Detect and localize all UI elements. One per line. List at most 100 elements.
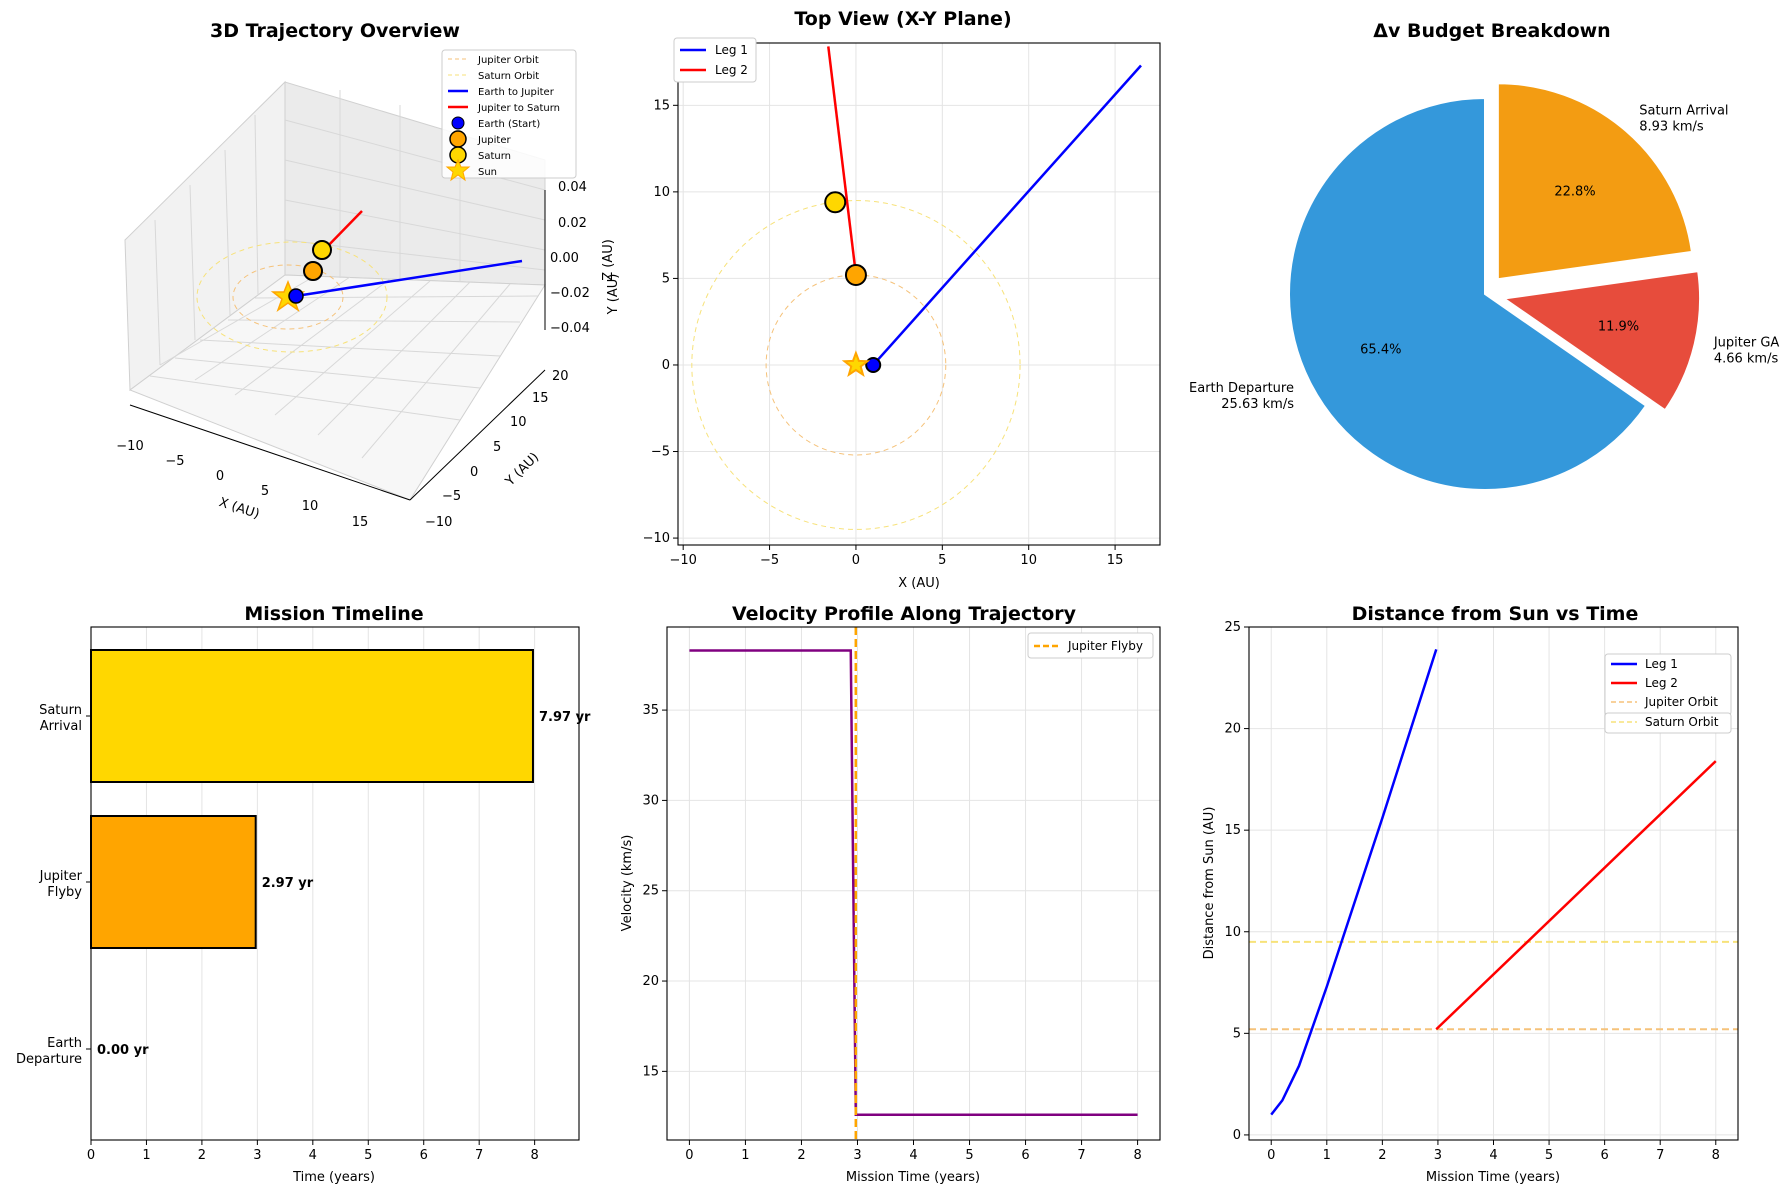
z-ticks-3d: 0.04 0.02 0.00 −0.02 −0.04: [550, 180, 590, 336]
pie-slice-jupiter-ga: [1501, 270, 1702, 412]
top-view-frame: [677, 42, 1161, 546]
timeline-xtick-label: 1: [142, 1148, 150, 1163]
velocity-ytick-label: 30: [642, 793, 659, 808]
x-axis-3d: [129, 404, 411, 501]
top-view-jupiter-marker: [844, 263, 867, 286]
top-view-xtick-label: 0: [852, 553, 860, 568]
y3d-tick-0: −10: [425, 515, 452, 530]
panel-3d-title: 3D Trajectory Overview: [210, 20, 460, 42]
velocity-y-ticks: 15 20 25 30 35: [642, 703, 667, 1079]
top-view-markers: [824, 191, 882, 378]
top-view-leg1-line: [872, 64, 1142, 366]
top-view-grid: [678, 43, 1160, 545]
jupiter-marker-3d: [303, 261, 323, 281]
pie-percent-jupiter-ga: 11.9%: [1598, 320, 1639, 335]
distance-ytick-label: 15: [1224, 823, 1241, 838]
y-ticks-3d: −10 −5 0 5 10 15 20: [425, 369, 569, 530]
top-view-sun-marker: [841, 350, 871, 378]
saturn-orbit-3d: [196, 241, 388, 353]
velocity-ytick-label: 25: [642, 884, 659, 899]
velocity-xtick-label: 5: [965, 1148, 973, 1163]
timeline-bars: 7.97 yr 2.97 yr 0.00 yr: [90, 649, 591, 1058]
top-view-xlabel: X (AU): [898, 576, 940, 591]
panel-3d-trajectory: 3D Trajectory Overview: [116, 20, 616, 530]
z3d-label: Z (AU): [601, 239, 616, 281]
x3d-tick-3: 5: [261, 484, 269, 499]
top-view-legend-leg1: Leg 1: [715, 43, 748, 57]
y3d-label: Y (AU): [502, 450, 542, 490]
y3d-tick-5: 15: [532, 391, 549, 406]
y3d-tick-4: 10: [510, 415, 527, 430]
panel-top-view: Top View (X-Y Plane) −10 −5 0 5 10 15 −10 −5 0 5…: [606, 8, 1161, 591]
top-view-title: Top View (X-Y Plane): [794, 8, 1011, 30]
timeline-x-ticks: 0 1 2 3 4 5 6 7 8: [87, 1140, 539, 1163]
timeline-xlabel: Time (years): [292, 1170, 375, 1185]
earth-to-jupiter-line-3d: [295, 259, 523, 298]
timeline-xtick-label: 7: [475, 1148, 483, 1163]
x3d-tick-4: 10: [302, 499, 319, 514]
top-view-series: [827, 46, 1142, 366]
x3d-tick-0: −10: [116, 439, 143, 454]
top-view-ytick-label: −5: [651, 445, 670, 460]
timeline-bar-value: 7.97 yr: [539, 710, 591, 725]
top-view-x-ticks: −10 −5 0 5 10 15: [669, 545, 1123, 568]
pie-title: Δv Budget Breakdown: [1373, 20, 1610, 42]
earth-marker-3d: [288, 288, 304, 304]
panel-mission-timeline: Mission Timeline 7.97 yr 2.97 yr 0.00 yr 0…: [16, 603, 591, 1185]
velocity-xtick-label: 8: [1133, 1148, 1141, 1163]
velocity-series: [689, 627, 1138, 1140]
top-view-leg2-line: [827, 46, 858, 276]
velocity-ylabel: Velocity (km/s): [620, 835, 635, 932]
velocity-ytick-label: 20: [642, 974, 659, 989]
x3d-tick-2: 0: [216, 469, 224, 484]
legend3d-item-7: Sun: [478, 167, 497, 178]
timeline-xtick-label: 2: [198, 1148, 206, 1163]
legend3d-item-5: Jupiter: [477, 135, 511, 146]
distance-x-ticks: 0 1 2 3 4 5 6 7 8: [1267, 1140, 1720, 1163]
legend3d-item-2: Earth to Jupiter: [478, 87, 555, 98]
velocity-line: [689, 649, 1138, 1116]
y3d-tick-2: 0: [470, 465, 478, 480]
legend3d-item-0: Jupiter Orbit: [477, 55, 539, 66]
pie-value-jupiter-ga: 4.66 km/s: [1714, 351, 1779, 366]
pane-grid: [149, 90, 546, 459]
pie-label-earth-departure: Earth Departure: [1189, 381, 1294, 396]
timeline-frame: [90, 626, 580, 1141]
distance-ytick-label: 10: [1224, 925, 1241, 940]
timeline-xtick-label: 4: [309, 1148, 317, 1163]
x3d-tick-5: 15: [352, 515, 369, 530]
pie-percent-saturn-arrival: 22.8%: [1554, 184, 1595, 199]
distance-legend-jupiter-orbit: Jupiter Orbit: [1644, 695, 1718, 709]
timeline-xtick-label: 6: [420, 1148, 428, 1163]
top-view-legend-leg2: Leg 2: [715, 63, 748, 77]
timeline-category-line1: Earth: [47, 1036, 82, 1051]
top-view-xtick-label: 10: [1020, 553, 1037, 568]
top-view-earth-marker: [865, 356, 882, 373]
velocity-xlabel: Mission Time (years): [846, 1170, 980, 1185]
distance-xtick-label: 7: [1656, 1148, 1664, 1163]
y3d-tick-1: −5: [442, 489, 461, 504]
panel-dv-pie: Δv Budget Breakdown 65.4% Earth Departure…: [1189, 20, 1779, 491]
timeline-xtick-label: 3: [253, 1148, 261, 1163]
top-view-ytick-label: 10: [653, 185, 670, 200]
velocity-xtick-label: 4: [909, 1148, 917, 1163]
top-view-xtick-label: −5: [760, 553, 779, 568]
z3d-tick-1: −0.02: [550, 286, 590, 301]
z3d-tick-2: 0.00: [550, 251, 579, 266]
distance-xtick-label: 3: [1434, 1148, 1442, 1163]
velocity-grid: [667, 627, 1160, 1140]
distance-legend-leg2: Leg 2: [1645, 676, 1678, 690]
distance-xtick-label: 6: [1600, 1148, 1608, 1163]
timeline-bar-value: 2.97 yr: [262, 876, 314, 891]
distance-ylabel: Distance from Sun (AU): [1202, 807, 1217, 960]
saturn-marker-3d: [312, 240, 332, 260]
velocity-xtick-label: 7: [1077, 1148, 1085, 1163]
distance-ytick-label: 0: [1233, 1128, 1241, 1143]
pie-slice-earth-departure: [1288, 96, 1648, 491]
distance-series: [1249, 648, 1738, 1116]
distance-legend-2: Saturn Orbit: [1604, 712, 1732, 734]
velocity-xtick-label: 1: [741, 1148, 749, 1163]
pie-slice-saturn-arrival: [1496, 82, 1694, 281]
distance-xtick-label: 8: [1712, 1148, 1720, 1163]
